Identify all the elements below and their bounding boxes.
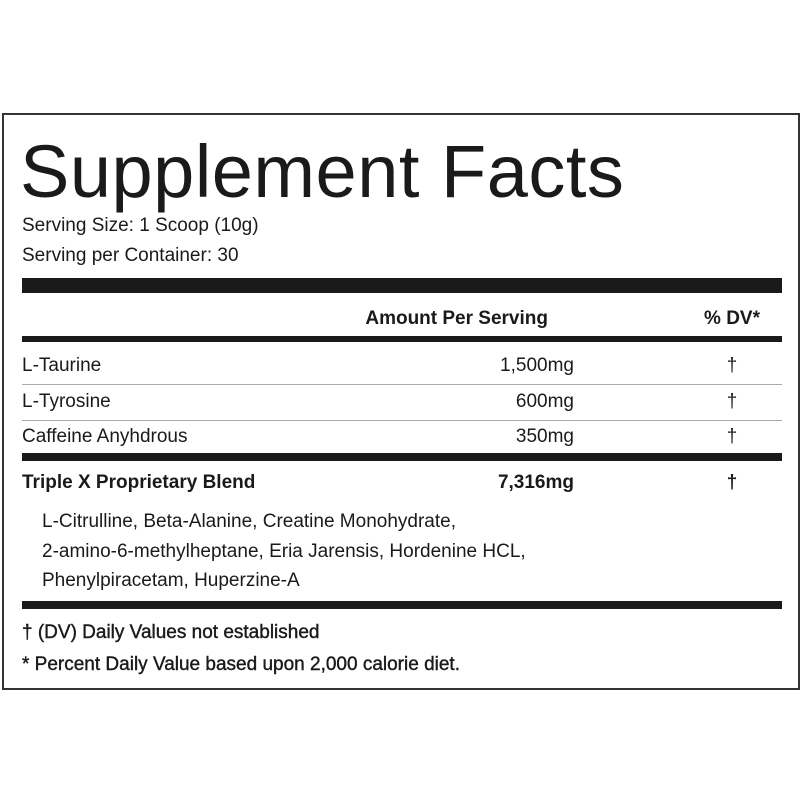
blend-name: Triple X Proprietary Blend: [22, 472, 256, 493]
blend-ingredients: Phenylpiracetam, Huperzine-A: [42, 570, 300, 591]
ingredient-amount: 600mg: [515, 390, 574, 412]
title: Supplement Facts: [20, 130, 625, 213]
serving-size: Serving Size: 1 Scoop (10g): [22, 215, 259, 236]
ingredient-amount: 350mg: [515, 426, 574, 447]
ingredient-dv: †: [726, 426, 738, 447]
ingredient-name: L-Taurine: [22, 355, 102, 376]
blend-ingredients: 2-amino-6-methylheptane, Eria Jarensis, …: [42, 540, 526, 562]
divider: [22, 601, 782, 609]
divider: [22, 278, 782, 293]
ingredient-dv: †: [726, 390, 738, 412]
divider: [22, 453, 782, 461]
header-dv: % DV*: [704, 308, 760, 329]
footnote: * Percent Daily Value based upon 2,000 c…: [22, 654, 460, 675]
row-separator: [22, 419, 782, 421]
footnote: † (DV) Daily Values not established: [22, 622, 320, 643]
blend-dv: †: [726, 472, 738, 493]
header-amount: Amount Per Serving: [365, 308, 548, 329]
blend-amount: 7,316mg: [497, 472, 574, 493]
ingredient-dv: †: [726, 355, 738, 376]
row-separator: [22, 384, 782, 385]
blend-ingredients: L-Citrulline, Beta-Alanine, Creatine Mon…: [42, 511, 456, 532]
ingredient-name: L-Tyrosine: [22, 390, 111, 412]
ingredient-amount: 1,500mg: [500, 355, 574, 376]
supplement-facts-panel: Supplement Facts Serving Size: 1 Scoop (…: [2, 113, 800, 690]
divider: [22, 336, 782, 342]
ingredient-name: Caffeine Anyhdrous: [22, 426, 188, 447]
servings-per-container: Serving per Container: 30: [22, 245, 239, 266]
